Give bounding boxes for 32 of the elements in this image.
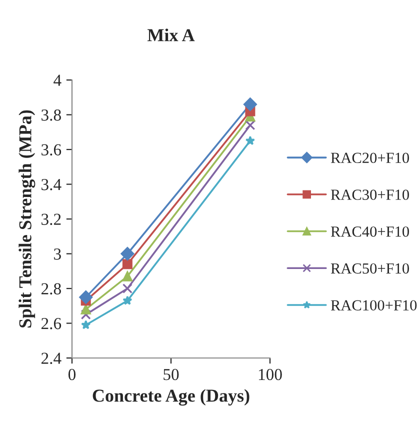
point: [80, 310, 91, 320]
x-tick-label: 0: [68, 368, 76, 380]
y-tick-label: 2.8: [41, 283, 61, 295]
y-tick-label: 3.6: [42, 144, 62, 156]
point: [245, 136, 255, 146]
point: [122, 296, 132, 305]
x-tick-label: 50: [164, 368, 179, 380]
point: [243, 98, 257, 112]
legend-label: RAC30+F10: [330, 190, 409, 200]
point: [122, 271, 132, 282]
y-tick-label: 3.4: [42, 178, 62, 190]
x-axis-title: Concrete Age (Days): [92, 389, 250, 406]
y-tick-label: 3.8: [42, 109, 61, 121]
legend-label: RAC40+F10: [330, 226, 409, 237]
point: [80, 304, 91, 314]
point: [245, 120, 256, 130]
y-tick-label: 4: [54, 74, 62, 86]
y-tick-label: 3.2: [42, 214, 61, 226]
chart-title: Mix A: [147, 28, 195, 42]
legend-label: RAC100+F10: [330, 300, 417, 310]
x-tick-label: 100: [258, 368, 282, 380]
y-tick-label: 2.6: [41, 318, 62, 330]
legend-label: RAC50+F10: [330, 263, 409, 274]
point: [120, 247, 134, 260]
point: [122, 284, 132, 294]
legend-label: RAC20+F10: [330, 152, 409, 164]
point: [81, 320, 91, 330]
y-axis-title: Split Tensile Strength (MPa): [18, 110, 36, 328]
y-tick-label: 3: [54, 248, 61, 260]
point: [79, 290, 93, 304]
point: [122, 259, 132, 270]
y-tick-label: 2.4: [41, 352, 62, 364]
